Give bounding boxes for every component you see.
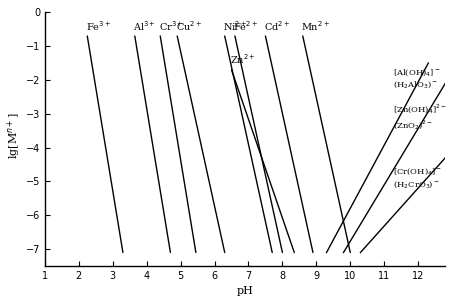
Text: Cu$^{2+}$: Cu$^{2+}$ <box>175 19 202 33</box>
Text: [Al(OH)$_4$]$^-$
(H$_2$AlO$_3$)$^-$: [Al(OH)$_4$]$^-$ (H$_2$AlO$_3$)$^-$ <box>393 66 440 90</box>
X-axis label: pH: pH <box>237 286 254 297</box>
Text: Fe$^{2+}$: Fe$^{2+}$ <box>233 19 258 33</box>
Text: [Zn(OH)$_4$]$^{2-}$
(ZnO$_2$)$^{2-}$: [Zn(OH)$_4$]$^{2-}$ (ZnO$_2$)$^{2-}$ <box>393 103 447 132</box>
Text: Ni$^{2+}$: Ni$^{2+}$ <box>223 19 247 33</box>
Y-axis label: lg[M$^{n+}$]: lg[M$^{n+}$] <box>5 112 23 159</box>
Text: Fe$^{3+}$: Fe$^{3+}$ <box>86 19 111 33</box>
Text: Cd$^{2+}$: Cd$^{2+}$ <box>264 19 290 33</box>
Text: Zn$^{2+}$: Zn$^{2+}$ <box>230 53 256 66</box>
Text: [Cr(OH)$_4$]$^-$
(H$_2$CrO$_3$)$^-$: [Cr(OH)$_4$]$^-$ (H$_2$CrO$_3$)$^-$ <box>393 166 442 190</box>
Text: Cr$^{3+}$: Cr$^{3+}$ <box>158 19 183 33</box>
Text: Al$^{3+}$: Al$^{3+}$ <box>133 19 156 33</box>
Text: Mn$^{2+}$: Mn$^{2+}$ <box>301 19 330 33</box>
